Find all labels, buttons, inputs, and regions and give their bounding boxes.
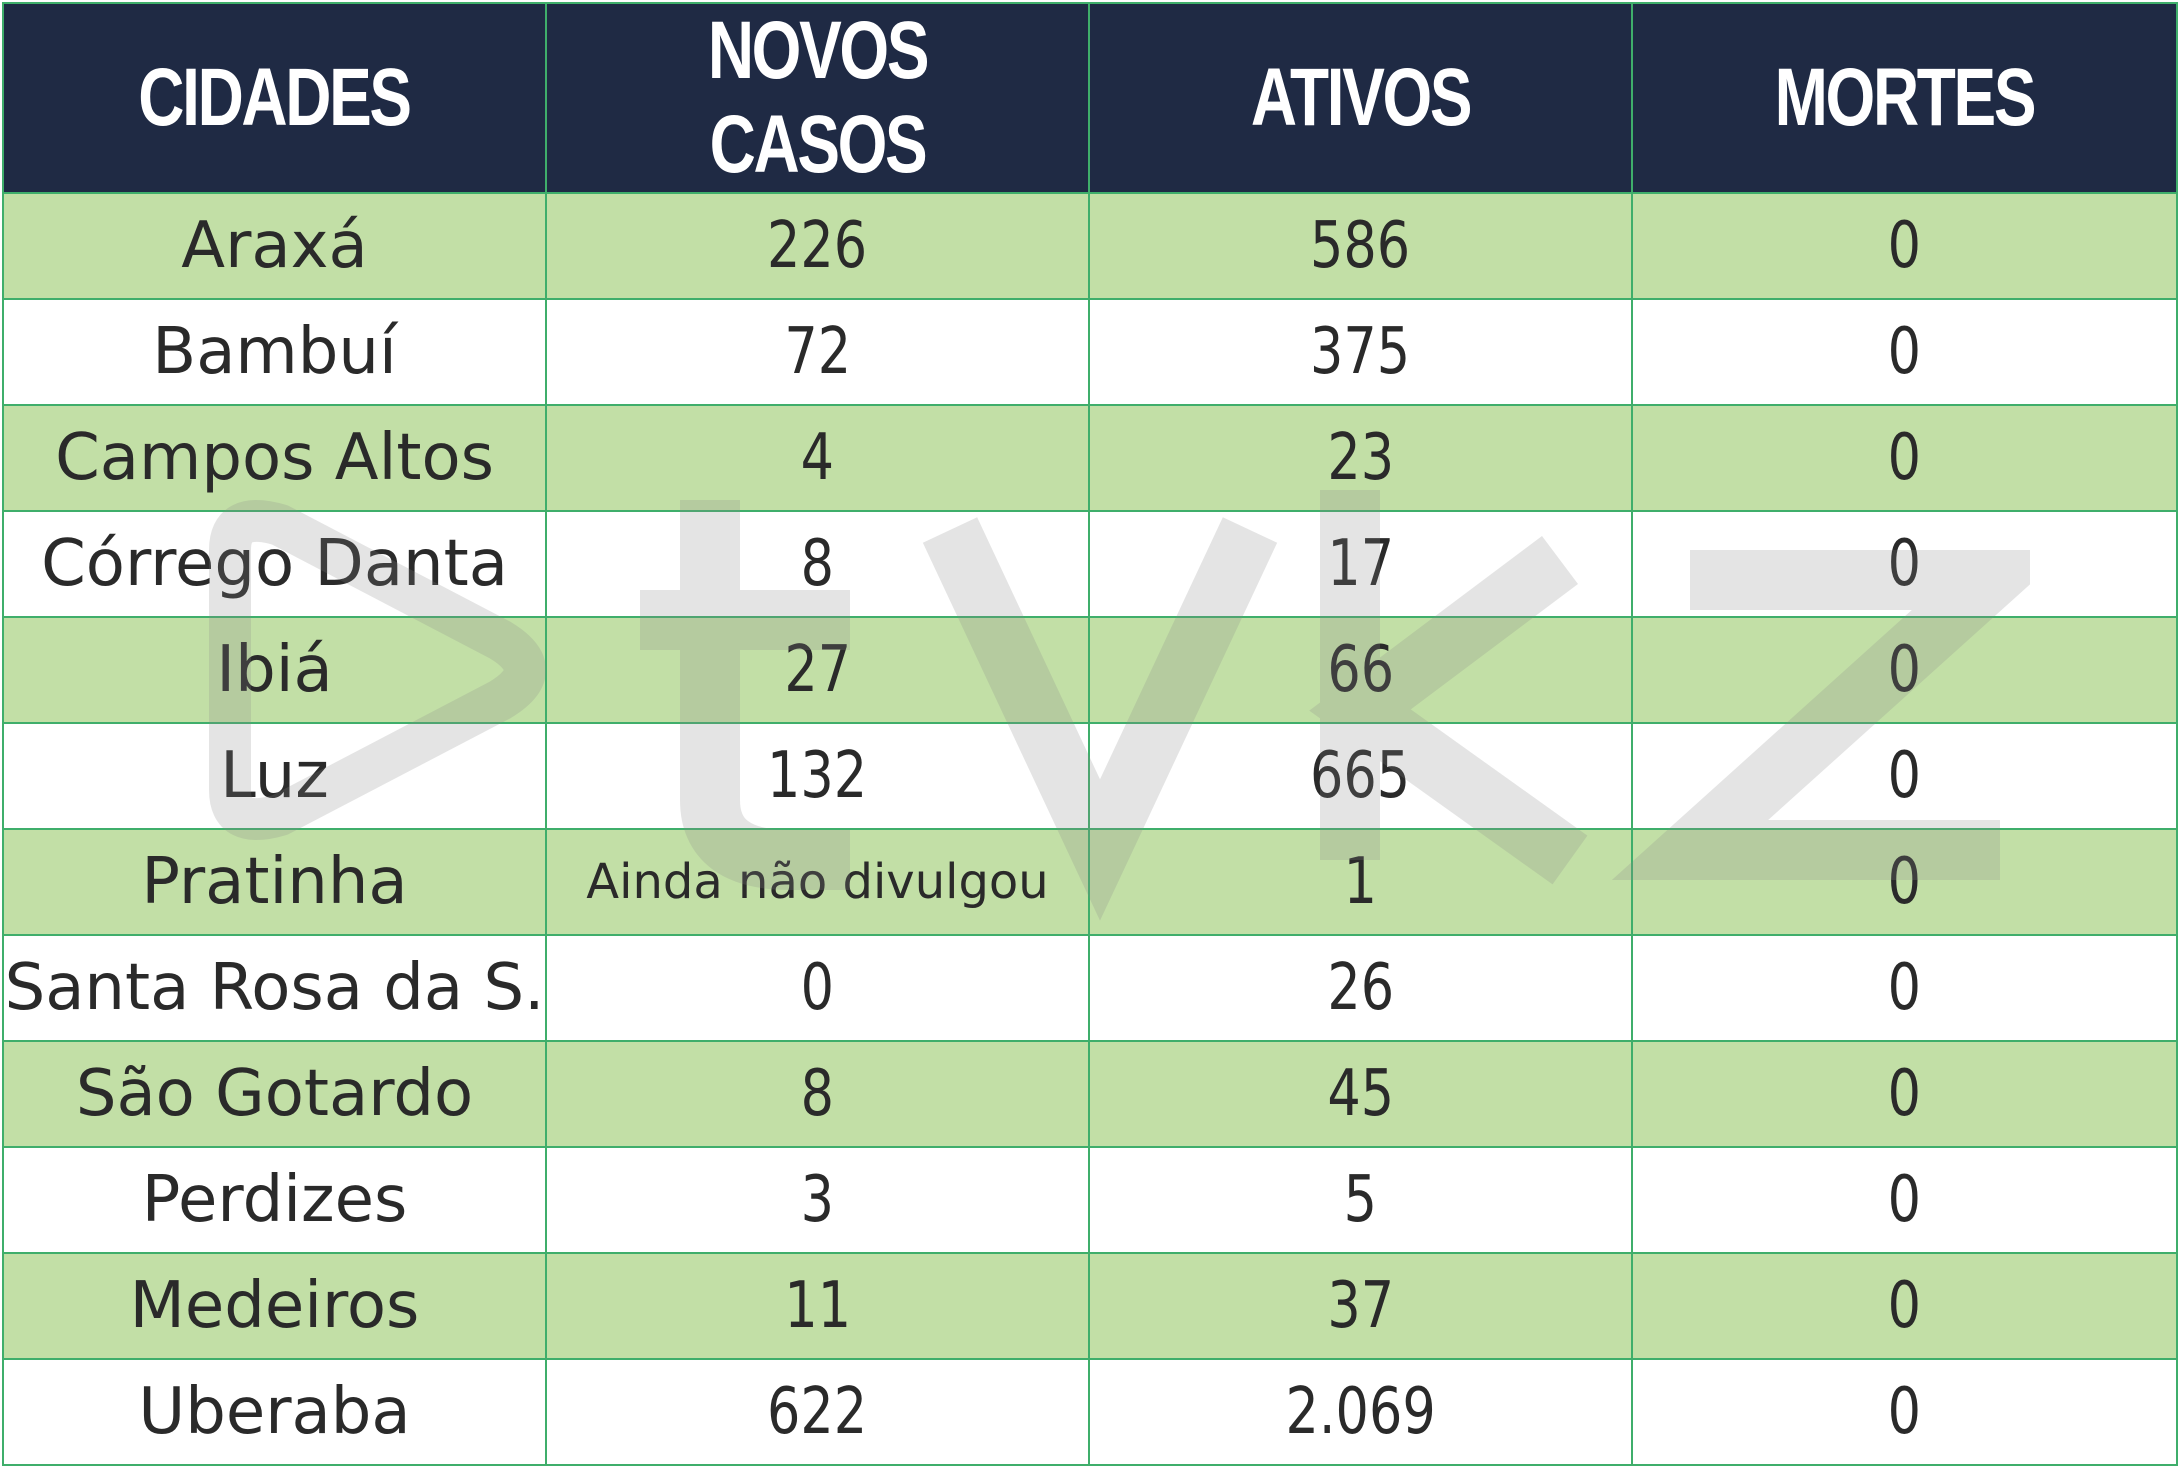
table-row: Luz 132 665 0 [2, 722, 2178, 830]
city-cell: Campos Altos [2, 404, 547, 512]
header-ativos: ATIVOS [1088, 2, 1633, 194]
deaths-cell: 0 [1631, 1040, 2178, 1148]
table-row: Uberaba 622 2.069 0 [2, 1358, 2178, 1466]
deaths-cell: 0 [1631, 298, 2178, 406]
header-cidades: CIDADES [2, 2, 547, 194]
new-cases-cell: 8 [545, 1040, 1090, 1148]
city-cell: Luz [2, 722, 547, 830]
table-row: Pratinha Ainda não divulgou 1 0 [2, 828, 2178, 936]
city-cell: Córrego Danta [2, 510, 547, 618]
new-cases-cell: 4 [545, 404, 1090, 512]
active-cell: 37 [1088, 1252, 1633, 1360]
new-cases-cell: 0 [545, 934, 1090, 1042]
deaths-cell: 0 [1631, 404, 2178, 512]
new-cases-cell: 622 [545, 1358, 1090, 1466]
table-row: Perdizes 3 5 0 [2, 1146, 2178, 1254]
city-cell: Santa Rosa da S. [2, 934, 547, 1042]
active-cell: 665 [1088, 722, 1633, 830]
city-cell: Medeiros [2, 1252, 547, 1360]
new-cases-cell: 11 [545, 1252, 1090, 1360]
deaths-cell: 0 [1631, 722, 2178, 830]
active-cell: 66 [1088, 616, 1633, 724]
deaths-cell: 0 [1631, 510, 2178, 618]
new-cases-cell: 132 [545, 722, 1090, 830]
header-mortes: MORTES [1631, 2, 2178, 194]
table-row: Bambuí 72 375 0 [2, 298, 2178, 406]
header-novos-casos: NOVOS CASOS [545, 2, 1090, 194]
city-cell: São Gotardo [2, 1040, 547, 1148]
active-cell: 1 [1088, 828, 1633, 936]
new-cases-cell: 8 [545, 510, 1090, 618]
new-cases-cell: 72 [545, 298, 1090, 406]
active-cell: 2.069 [1088, 1358, 1633, 1466]
deaths-cell: 0 [1631, 828, 2178, 936]
deaths-cell: 0 [1631, 1358, 2178, 1466]
city-cell: Ibiá [2, 616, 547, 724]
deaths-cell: 0 [1631, 1252, 2178, 1360]
active-cell: 586 [1088, 192, 1633, 300]
new-cases-cell: 27 [545, 616, 1090, 724]
new-cases-cell: 3 [545, 1146, 1090, 1254]
city-cell: Bambuí [2, 298, 547, 406]
active-cell: 23 [1088, 404, 1633, 512]
table-row: Córrego Danta 8 17 0 [2, 510, 2178, 618]
deaths-cell: 0 [1631, 1146, 2178, 1254]
new-cases-cell: 226 [545, 192, 1090, 300]
table-header-row: CIDADES NOVOS CASOS ATIVOS MORTES [2, 2, 2178, 194]
table-row: São Gotardo 8 45 0 [2, 1040, 2178, 1148]
active-cell: 375 [1088, 298, 1633, 406]
table-row: Araxá 226 586 0 [2, 192, 2178, 300]
deaths-cell: 0 [1631, 616, 2178, 724]
city-cell: Perdizes [2, 1146, 547, 1254]
new-cases-cell: Ainda não divulgou [545, 828, 1090, 936]
table-row: Ibiá 27 66 0 [2, 616, 2178, 724]
table-row: Campos Altos 4 23 0 [2, 404, 2178, 512]
active-cell: 26 [1088, 934, 1633, 1042]
table-row: Medeiros 11 37 0 [2, 1252, 2178, 1360]
table-row: Santa Rosa da S. 0 26 0 [2, 934, 2178, 1042]
active-cell: 17 [1088, 510, 1633, 618]
city-cell: Uberaba [2, 1358, 547, 1466]
deaths-cell: 0 [1631, 192, 2178, 300]
city-cell: Pratinha [2, 828, 547, 936]
deaths-cell: 0 [1631, 934, 2178, 1042]
active-cell: 5 [1088, 1146, 1633, 1254]
city-cell: Araxá [2, 192, 547, 300]
active-cell: 45 [1088, 1040, 1633, 1148]
